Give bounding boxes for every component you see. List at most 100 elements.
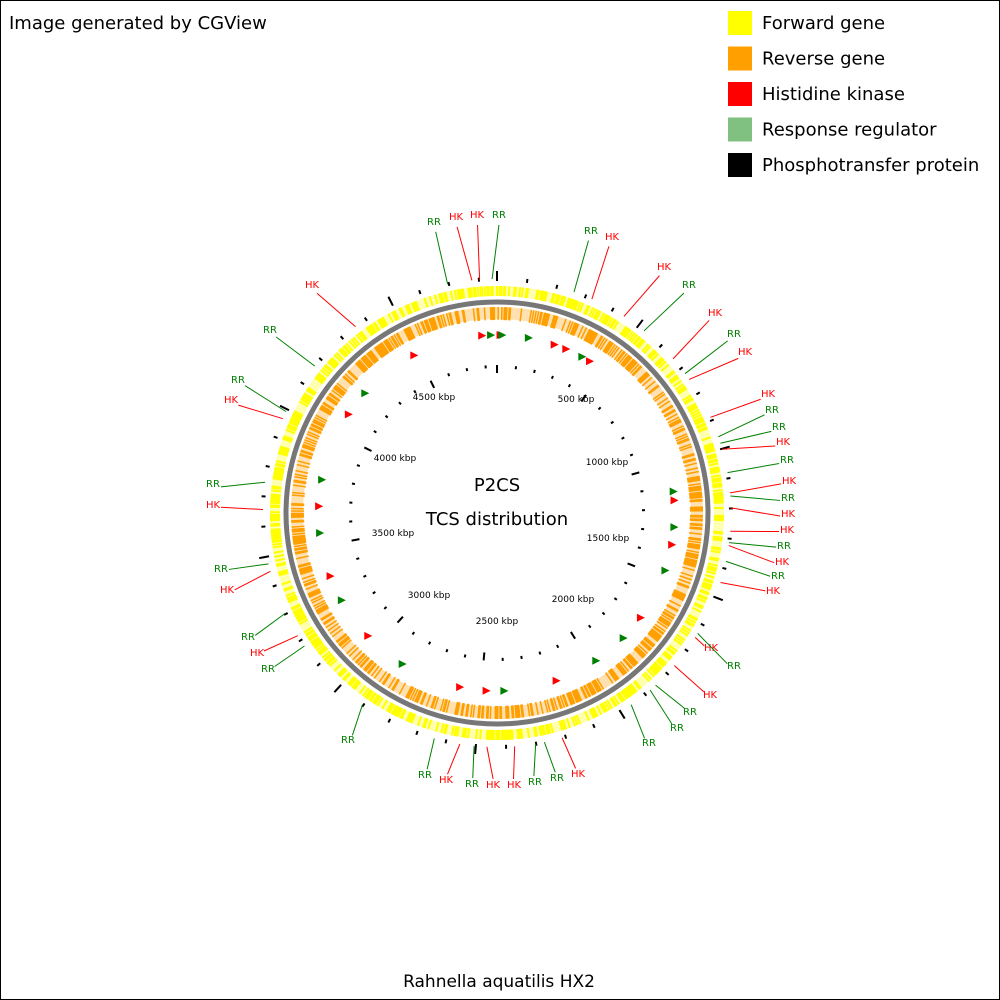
reverse-gene xyxy=(586,683,594,696)
reverse-gene xyxy=(336,382,348,392)
reverse-gene xyxy=(325,619,338,629)
outer-tick xyxy=(444,739,448,744)
annotation-label: HK xyxy=(761,389,776,400)
leader-line xyxy=(728,545,775,564)
reverse-gene xyxy=(307,588,320,595)
reverse-gene xyxy=(685,470,699,475)
reverse-gene xyxy=(549,698,555,712)
reverse-gene xyxy=(543,313,548,326)
reverse-gene xyxy=(639,374,651,384)
forward-gene xyxy=(467,287,471,298)
forward-gene xyxy=(625,686,634,696)
forward-gene xyxy=(654,356,664,366)
forward-gene xyxy=(712,538,723,542)
reverse-gene xyxy=(390,336,399,348)
reverse-gene xyxy=(508,307,512,321)
forward-gene xyxy=(518,287,522,298)
forward-gene xyxy=(693,417,704,424)
forward-gene xyxy=(633,336,642,346)
reverse-gene xyxy=(292,535,306,539)
reverse-gene xyxy=(361,356,372,368)
forward-gene xyxy=(277,452,288,457)
forward-gene xyxy=(272,477,283,481)
forward-gene xyxy=(348,340,357,349)
forward-gene xyxy=(333,663,342,672)
reverse-gene xyxy=(461,703,466,717)
reverse-gene xyxy=(292,484,306,488)
reverse-gene xyxy=(675,435,689,442)
forward-gene xyxy=(559,720,565,731)
reverse-gene xyxy=(367,351,378,363)
forward-gene xyxy=(457,289,462,300)
outer-tick xyxy=(418,289,422,295)
forward-gene xyxy=(298,618,309,626)
forward-gene xyxy=(324,653,334,662)
forward-gene xyxy=(399,708,406,719)
reverse-gene xyxy=(570,322,578,336)
leader-line xyxy=(729,542,777,548)
reverse-gene xyxy=(684,462,698,467)
reverse-gene xyxy=(662,610,675,619)
annotation-label: RR xyxy=(550,773,564,784)
outer-tick xyxy=(684,648,689,653)
reverse-gene xyxy=(300,449,314,455)
forward-gene xyxy=(707,565,718,570)
forward-gene xyxy=(315,643,325,652)
reverse-gene xyxy=(620,354,630,366)
reverse-gene xyxy=(445,699,451,713)
forward-gene xyxy=(270,493,281,497)
reverse-gene xyxy=(537,311,542,325)
forward-gene xyxy=(571,299,577,310)
header: Image generated by CGView xyxy=(9,13,267,34)
reverse-gene xyxy=(686,549,700,554)
reverse-gene xyxy=(424,319,431,333)
reverse-gene xyxy=(676,581,690,588)
leader-line xyxy=(725,560,771,577)
reverse-gene xyxy=(291,520,305,523)
reverse-gene xyxy=(406,327,414,340)
reverse-gene xyxy=(291,491,306,495)
reverse-gene xyxy=(686,475,700,480)
reverse-gene xyxy=(681,454,695,460)
forward-gene xyxy=(278,570,289,576)
forward-gene xyxy=(699,589,710,596)
reverse-gene xyxy=(649,630,661,640)
annotation-label: RR xyxy=(261,664,275,675)
reverse-gene xyxy=(689,495,703,498)
tcs-marker xyxy=(410,351,419,360)
leader-line xyxy=(435,231,449,285)
forward-gene xyxy=(616,693,624,703)
reverse-gene xyxy=(526,703,531,717)
reverse-gene xyxy=(421,320,428,334)
forward-gene xyxy=(304,628,315,636)
forward-gene xyxy=(592,707,599,717)
forward-gene xyxy=(345,342,354,352)
outer-tick xyxy=(618,709,626,720)
legend-label: Forward gene xyxy=(762,13,885,34)
forward-gene xyxy=(507,286,511,297)
forward-gene xyxy=(518,728,522,739)
reverse-gene xyxy=(552,697,559,711)
reverse-gene xyxy=(477,307,481,321)
annotation-label: RR xyxy=(241,632,255,643)
inner-tick xyxy=(629,453,634,457)
forward-gene xyxy=(657,657,667,666)
inner-tick xyxy=(601,611,606,616)
forward-gene xyxy=(372,694,380,704)
reverse-gene xyxy=(559,695,566,708)
forward-gene xyxy=(641,343,650,353)
forward-gene xyxy=(404,304,411,315)
reverse-gene xyxy=(611,346,620,359)
forward-gene xyxy=(686,402,697,410)
forward-gene xyxy=(348,676,357,686)
forward-gene xyxy=(553,293,559,305)
outer-tick xyxy=(273,435,278,439)
leader-line xyxy=(730,507,781,517)
legend-label: Histidine kinase xyxy=(762,84,905,105)
forward-gene xyxy=(293,411,303,418)
outer-tick xyxy=(643,692,648,697)
forward-gene xyxy=(686,617,697,624)
reverse-gene xyxy=(368,350,379,362)
reverse-gene xyxy=(331,389,343,399)
reverse-gene xyxy=(658,617,671,627)
